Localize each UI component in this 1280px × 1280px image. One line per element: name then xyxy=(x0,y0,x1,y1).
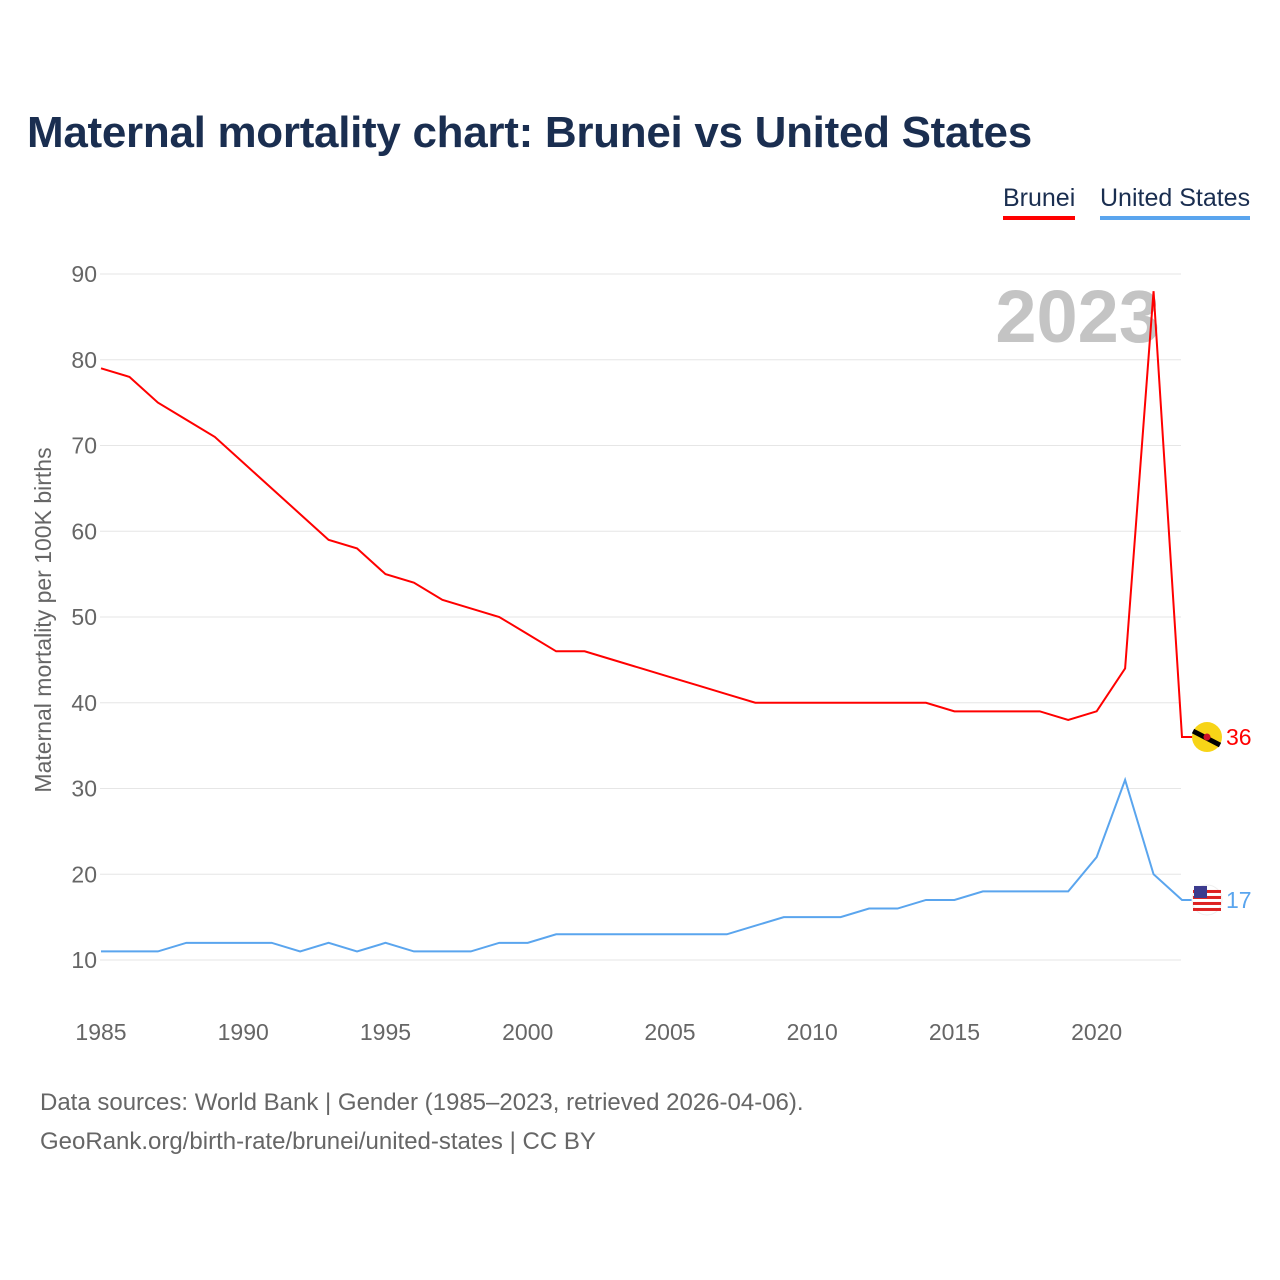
x-tick-label: 2000 xyxy=(502,1019,553,1045)
x-tick-label: 1990 xyxy=(218,1019,269,1045)
y-tick-label: 10 xyxy=(71,947,97,973)
source-line: Data sources: World Bank | Gender (1985–… xyxy=(40,1089,804,1116)
x-tick-label: 2010 xyxy=(787,1019,838,1045)
line-chart: 10 20 30 40 50 60 70 80 90 1985 1990 1995 2000 2005 20… xyxy=(30,261,1252,1045)
x-tick-label: 2020 xyxy=(1071,1019,1122,1045)
chart-title: Maternal mortality chart: Brunei vs Unit… xyxy=(27,108,1032,157)
flag-stripe xyxy=(1193,901,1221,905)
y-tick-label: 90 xyxy=(71,261,97,287)
y-tick-label: 80 xyxy=(71,347,97,373)
end-value-label-united-states: 17 xyxy=(1226,887,1252,913)
flag-stripe xyxy=(1193,907,1221,911)
y-tick-label: 70 xyxy=(71,433,97,459)
y-tick-label: 40 xyxy=(71,690,97,716)
x-tick-label: 1985 xyxy=(75,1019,126,1045)
y-axis-label: Maternal mortality per 100K births xyxy=(30,447,56,792)
y-tick-label: 20 xyxy=(71,861,97,887)
x-tick-label: 2005 xyxy=(644,1019,695,1045)
y-tick-label: 30 xyxy=(71,776,97,802)
x-tick-label: 1995 xyxy=(360,1019,411,1045)
y-tick-label: 50 xyxy=(71,604,97,630)
flag-canton xyxy=(1194,885,1207,898)
end-value-label-brunei: 36 xyxy=(1226,724,1252,750)
flag-emblem xyxy=(1203,733,1211,741)
year-watermark: 2023 xyxy=(995,275,1160,358)
x-tick-label: 2015 xyxy=(929,1019,980,1045)
source-url[interactable]: GeoRank.org/birth-rate/brunei/united-sta… xyxy=(40,1128,596,1155)
series-line-united-states xyxy=(101,776,1196,953)
y-tick-label: 60 xyxy=(71,518,97,544)
legend-united-states[interactable]: United States xyxy=(1100,184,1251,220)
series-line-brunei xyxy=(100,291,1196,739)
legend-brunei[interactable]: Brunei xyxy=(1003,184,1076,220)
